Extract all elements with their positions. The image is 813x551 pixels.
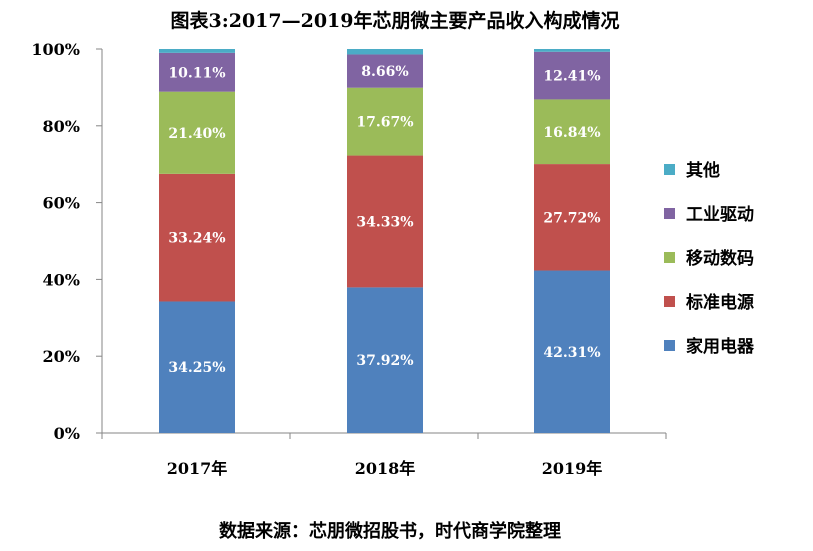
legend-swatch: [664, 340, 675, 351]
legend-swatch: [664, 164, 675, 175]
bar-segment: [159, 173, 235, 302]
y-tick-label: 0%: [54, 424, 80, 443]
y-tick-label: 20%: [43, 347, 80, 366]
bars: 34.25% 33.24% 21.40% 10.11% 37.92% 34.33% 17.6…: [159, 49, 610, 433]
x-tick-label: 2017年: [167, 459, 228, 478]
y-tick-label: 60%: [43, 194, 80, 213]
source-note: 数据来源：芯朋微招股书，时代商学院整理: [219, 520, 561, 542]
legend-swatch: [664, 208, 675, 219]
legend-label: 移动数码: [686, 248, 754, 269]
bar-segment: [347, 54, 423, 88]
bar-segment: [534, 270, 610, 433]
legend-label: 其他: [686, 160, 720, 181]
bar-segment: [159, 49, 235, 53]
y-axis: 0% 20% 40% 60% 80% 100%: [31, 40, 103, 443]
bar-segment: [159, 301, 235, 433]
x-axis: 2017年 2018年 2019年: [101, 432, 667, 478]
chart-title: 图表3:2017—2019年芯朋微主要产品收入构成情况: [171, 9, 620, 32]
data-label: 42.31%: [543, 345, 600, 361]
data-label: 17.67%: [356, 115, 413, 131]
y-tick-label: 40%: [43, 270, 80, 289]
data-label: 34.33%: [356, 214, 413, 230]
bar-segment: [159, 91, 235, 174]
bar-segment: [159, 52, 235, 92]
y-tick-label: 80%: [43, 117, 80, 136]
legend-swatch: [664, 252, 675, 263]
bar-segment: [347, 87, 423, 156]
legend-swatch: [664, 296, 675, 307]
legend-label: 标准电源: [686, 292, 754, 313]
legend-label: 家用电器: [686, 336, 755, 357]
bar-segment: [534, 164, 610, 271]
y-tick-label: 100%: [31, 40, 80, 59]
bar-segment: [534, 99, 610, 165]
data-label: 33.24%: [168, 231, 225, 247]
data-label: 27.72%: [543, 210, 600, 226]
data-label: 34.25%: [168, 360, 225, 376]
bar-segment: [347, 49, 423, 55]
data-label: 37.92%: [356, 353, 413, 369]
data-label: 12.41%: [543, 69, 600, 85]
data-label: 10.11%: [168, 65, 225, 81]
x-tick-label: 2019年: [542, 459, 603, 478]
data-label: 16.84%: [543, 125, 600, 141]
legend-label: 工业驱动: [686, 205, 754, 225]
data-label: 21.40%: [168, 126, 225, 142]
bar-segment: [347, 155, 423, 288]
bar-segment: [534, 49, 610, 52]
bar-segment: [534, 51, 610, 100]
bar-segment: [347, 287, 423, 433]
x-tick-label: 2018年: [355, 459, 416, 478]
data-label: 8.66%: [361, 64, 408, 80]
